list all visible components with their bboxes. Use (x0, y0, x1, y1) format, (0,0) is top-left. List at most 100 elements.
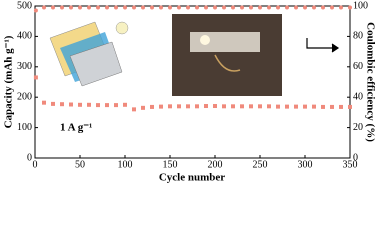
data-point (51, 101, 55, 106)
data-point (330, 5, 334, 10)
y-tick-label: 200 (17, 91, 32, 102)
data-point (348, 104, 352, 109)
y-tick-label: 300 (17, 61, 32, 72)
data-point (132, 5, 136, 10)
y2-tick-label: 40 (353, 91, 363, 102)
data-point (96, 5, 100, 10)
data-point (330, 104, 334, 109)
data-point (123, 5, 127, 10)
data-point (114, 5, 118, 10)
inset-schematic (49, 21, 129, 87)
data-point (168, 104, 172, 109)
y-tick-label: 500 (17, 0, 32, 11)
data-point (186, 5, 190, 10)
y2-tick-label: 80 (353, 31, 363, 42)
x-tick-label: 250 (253, 159, 268, 170)
y2-tick-label: 20 (353, 122, 363, 133)
data-point (258, 104, 262, 109)
data-point (168, 5, 172, 10)
data-point (150, 104, 154, 109)
data-point (240, 5, 244, 10)
data-point (339, 104, 343, 109)
data-point (258, 5, 262, 10)
data-point (312, 104, 316, 109)
data-point (321, 5, 325, 10)
data-point (195, 5, 199, 10)
data-point (195, 104, 199, 109)
data-point (33, 8, 38, 13)
data-point (105, 5, 109, 10)
data-point (240, 104, 244, 109)
data-point (213, 104, 217, 109)
data-point (69, 102, 73, 107)
x-tick-label: 200 (208, 159, 223, 170)
data-point (186, 104, 190, 109)
data-point (213, 5, 217, 10)
data-point (105, 103, 109, 108)
data-point (87, 5, 91, 10)
data-point (141, 105, 145, 110)
y-tick-label: 100 (17, 122, 32, 133)
y2-tick-label: 0 (353, 152, 358, 163)
y2-tick-label: 60 (353, 61, 363, 72)
data-point (294, 5, 298, 10)
data-point (177, 104, 181, 109)
y-tick-label: 400 (17, 31, 32, 42)
data-point (42, 5, 46, 10)
arrow (306, 38, 340, 53)
data-point (141, 5, 145, 10)
chart: Cycle number Capacity (mAh g⁻¹) Coulombi… (3, 0, 377, 184)
data-point (249, 5, 253, 10)
data-point (204, 5, 208, 10)
data-point (123, 102, 127, 107)
data-point (204, 104, 208, 109)
data-point (78, 102, 82, 107)
data-point (51, 5, 55, 10)
y-axis-label: Capacity (mAh g⁻¹) (3, 35, 15, 128)
data-point (159, 104, 163, 109)
data-point (222, 5, 226, 10)
data-point (267, 104, 271, 109)
data-point (42, 100, 46, 105)
data-point (231, 5, 235, 10)
data-point (87, 102, 91, 107)
data-point (150, 5, 154, 10)
plot-frame (34, 5, 351, 159)
data-point (114, 103, 118, 108)
data-point (312, 5, 316, 10)
data-point (267, 5, 271, 10)
data-point (60, 102, 64, 107)
data-point (294, 104, 298, 109)
annotation: 1 A g⁻¹ (60, 122, 92, 134)
data-point (132, 107, 136, 112)
x-tick-label: 350 (343, 159, 358, 170)
data-point (249, 104, 253, 109)
y2-tick-label: 100 (353, 0, 368, 11)
data-point (276, 104, 280, 109)
x-tick-label: 150 (163, 159, 178, 170)
data-point (159, 5, 163, 10)
data-point (303, 5, 307, 10)
x-tick-label: 100 (118, 159, 133, 170)
x-tick-label: 50 (75, 159, 85, 170)
data-point (60, 5, 64, 10)
data-point (339, 5, 343, 10)
data-point (303, 104, 307, 109)
data-point (177, 5, 181, 10)
data-point (285, 104, 289, 109)
y2-axis-label: Coulombic efficiency (%) (364, 22, 376, 142)
data-point (231, 104, 235, 109)
data-point (321, 104, 325, 109)
data-point (348, 5, 352, 10)
inset-photo (172, 14, 282, 96)
data-point (222, 104, 226, 109)
data-point (96, 103, 100, 108)
x-tick-label: 0 (33, 159, 38, 170)
data-point (285, 5, 289, 10)
data-point (78, 5, 82, 10)
data-point (276, 5, 280, 10)
data-point (69, 5, 73, 10)
y-tick-label: 0 (27, 152, 32, 163)
x-tick-label: 300 (298, 159, 313, 170)
x-axis-label: Cycle number (159, 172, 225, 184)
